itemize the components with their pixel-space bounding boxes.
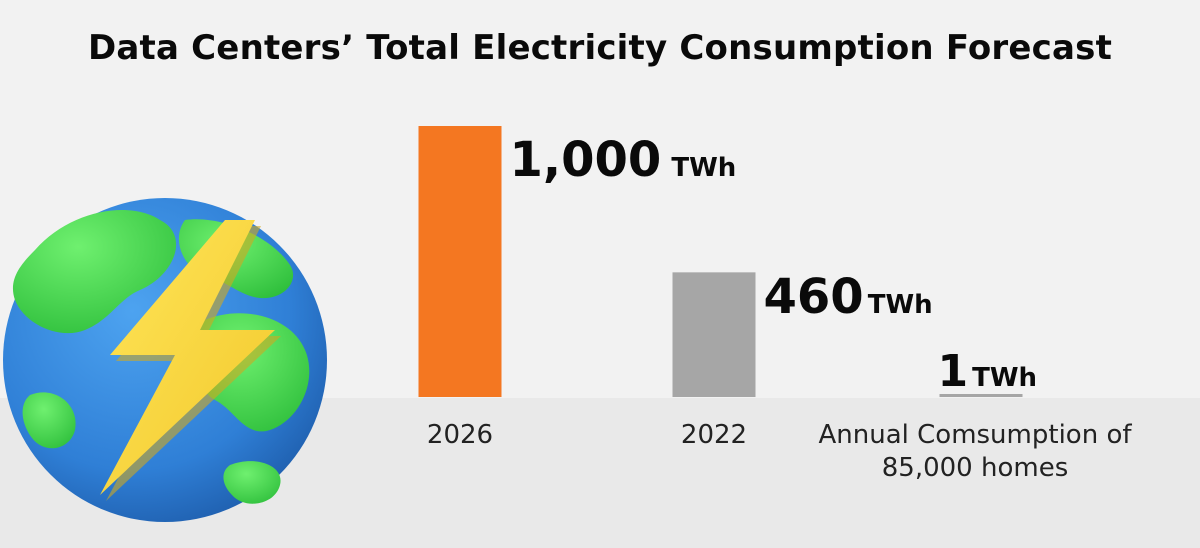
- value-unit-0: TWh: [671, 153, 736, 183]
- chart-title: Data Centers’ Total Electricity Consumpt…: [87, 28, 1113, 68]
- bar-1: [672, 272, 756, 397]
- value-unit-1: TWh: [868, 290, 933, 320]
- category-line-1-0: 2022: [681, 420, 747, 450]
- category-line-2-1: 85,000 homes: [882, 453, 1069, 483]
- value-number-0: 1,000: [510, 132, 662, 188]
- bar-2: [939, 394, 1023, 397]
- value-label-1: 460 TWh: [764, 269, 933, 325]
- category-label-1: 2022: [681, 420, 747, 450]
- value-label-2: 1 TWh: [938, 346, 1038, 397]
- value-label-0: 1,000 TWh: [510, 132, 737, 188]
- bar-0: [418, 126, 502, 397]
- value-number-2: 1: [938, 346, 969, 397]
- category-label-2: Annual Comsumption of 85,000 homes: [818, 420, 1132, 483]
- globe-with-lightning-icon: [3, 198, 327, 522]
- category-line-2-0: Annual Comsumption of: [818, 420, 1132, 450]
- category-line-0-0: 2026: [427, 420, 493, 450]
- value-number-1: 460: [764, 269, 864, 325]
- value-unit-2: TWh: [972, 363, 1037, 393]
- category-label-0: 2026: [427, 420, 493, 450]
